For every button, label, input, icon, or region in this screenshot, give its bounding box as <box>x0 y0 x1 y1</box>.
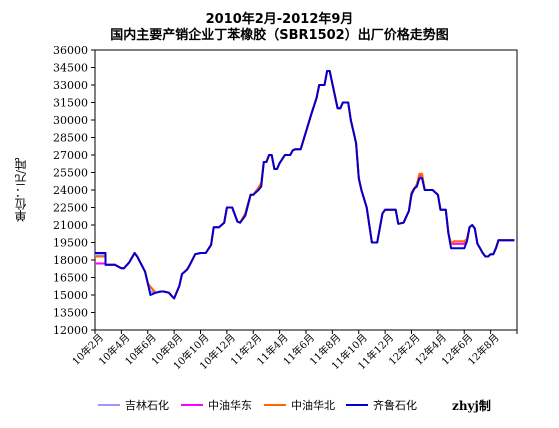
y-tick-label: 22500 <box>53 202 88 215</box>
y-tick-label: 13500 <box>53 307 88 320</box>
legend-label: 吉林石化 <box>125 399 169 412</box>
plot-area-border <box>94 49 518 331</box>
y-tick-label: 12000 <box>53 324 88 337</box>
y-tick-label: 19500 <box>53 237 88 250</box>
legend-item: 齐鲁石化 <box>346 397 417 413</box>
y-tick-label: 34500 <box>53 62 88 75</box>
y-tick-label: 31500 <box>53 97 88 110</box>
y-tick-label: 16500 <box>53 272 88 285</box>
y-tick-label: 21000 <box>53 219 88 232</box>
legend-swatch <box>181 404 203 406</box>
y-tick-label: 27000 <box>53 149 88 162</box>
legend-swatch <box>264 404 286 406</box>
legend-label: 齐鲁石化 <box>373 399 417 412</box>
credit-label: zhyj制 <box>452 399 491 413</box>
series-line <box>95 70 515 300</box>
chart-title: 2010年2月-2012年9月 <box>205 12 354 27</box>
legend-swatch <box>346 404 368 406</box>
legend-label: 中油华北 <box>291 399 335 412</box>
legend-item: 中油华北 <box>264 397 335 413</box>
y-tick-label: 28500 <box>53 132 88 145</box>
legend-swatch <box>98 404 120 406</box>
y-tick-label: 36000 <box>53 44 88 57</box>
y-tick-label: 15000 <box>53 289 88 302</box>
legend-label: 中油华东 <box>208 399 252 412</box>
series-line <box>95 70 515 300</box>
series-line <box>95 70 515 300</box>
y-tick-label: 25500 <box>53 167 88 180</box>
y-tick-label: 24000 <box>53 184 88 197</box>
y-tick-label: 30000 <box>53 114 88 127</box>
y-tick-label: 18000 <box>53 254 88 267</box>
legend-item: 中油华东 <box>181 397 252 413</box>
chart-subtitle: 国内主要产销企业丁苯橡胶（SBR1502）出厂价格走势图 <box>110 28 449 43</box>
y-tick-label: 33000 <box>53 79 88 92</box>
series-line <box>95 70 515 300</box>
legend-item: 吉林石化 <box>98 397 169 413</box>
